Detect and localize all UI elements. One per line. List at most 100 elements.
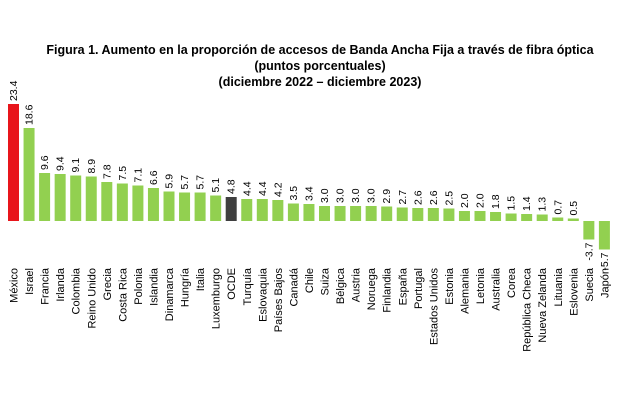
bar-israel bbox=[23, 128, 35, 221]
value-label-alemania: 2.0 bbox=[459, 193, 471, 208]
value-label-japon: -5.7 bbox=[599, 252, 611, 270]
bar-suecia bbox=[583, 221, 595, 240]
category-label-polonia: Polonia bbox=[133, 267, 145, 305]
bar-letonia bbox=[474, 211, 486, 221]
value-label-republica-checa: 1.4 bbox=[521, 196, 533, 211]
value-label-dinamarca: 5.9 bbox=[164, 174, 176, 189]
bar-noruega bbox=[365, 206, 377, 221]
value-label-noruega: 3.0 bbox=[366, 188, 378, 203]
value-label-nueva-zelanda: 1.3 bbox=[537, 197, 549, 212]
category-label-eslovenia: Eslovenia bbox=[568, 267, 580, 316]
chart-title: Figura 1. Aumento en la proporción de ac… bbox=[46, 43, 594, 57]
chart-subtitle-units: (puntos porcentuales) bbox=[254, 59, 386, 73]
value-label-belgica: 3.0 bbox=[335, 188, 347, 203]
category-label-islandia: Islandia bbox=[148, 267, 160, 306]
category-label-austria: Austria bbox=[351, 267, 363, 302]
category-label-espana: España bbox=[397, 267, 409, 305]
bar-ocde bbox=[225, 197, 237, 221]
value-label-portugal: 2.6 bbox=[412, 190, 424, 205]
category-label-portugal: Portugal bbox=[413, 268, 425, 309]
bar-finlandia bbox=[381, 206, 393, 221]
category-label-dinamarca: Dinamarca bbox=[164, 267, 176, 321]
bar-corea bbox=[505, 213, 517, 221]
value-label-chile: 3.4 bbox=[303, 186, 315, 201]
value-label-italia: 5.7 bbox=[195, 175, 207, 190]
value-label-luxemburgo: 5.1 bbox=[210, 178, 222, 193]
bar-costa-rica bbox=[116, 183, 128, 221]
bar-estonia bbox=[443, 208, 455, 221]
bar-australia bbox=[490, 212, 502, 221]
bar-turquia bbox=[241, 199, 253, 221]
category-label-canada: Canadá bbox=[288, 267, 300, 306]
value-labels-group: 23.418.69.6 9.4 9.1 8.9 7.8 7.5 7.1 6.6 5.9 5.7 5.… bbox=[8, 80, 611, 270]
bar-grecia bbox=[101, 182, 113, 221]
value-label-estados-unidos: 2.6 bbox=[428, 190, 440, 205]
category-label-belgica: Bélgica bbox=[335, 267, 347, 304]
bar-islandia bbox=[147, 188, 159, 221]
category-label-suecia: Suecia bbox=[584, 267, 596, 302]
bar-suiza bbox=[319, 206, 330, 221]
value-label-irlanda: 9.4 bbox=[55, 156, 67, 171]
bar-hungria bbox=[179, 192, 191, 221]
value-label-hungria: 5.7 bbox=[179, 175, 191, 190]
category-label-noruega: Noruega bbox=[366, 267, 378, 310]
value-label-francia: 9.6 bbox=[39, 155, 51, 170]
bar-mexico bbox=[8, 104, 19, 221]
category-label-estonia: Estonia bbox=[444, 267, 456, 305]
value-label-mexico: 23.4 bbox=[8, 80, 20, 101]
category-label-finlandia: Finlandia bbox=[382, 267, 394, 313]
category-label-italia: Italia bbox=[195, 267, 207, 291]
value-label-turquia: 4.4 bbox=[241, 181, 253, 196]
value-label-polonia: 7.1 bbox=[132, 168, 144, 183]
category-label-israel: Israel bbox=[24, 268, 36, 295]
bar-francia bbox=[39, 173, 51, 221]
category-label-costa-rica: Costa Rica bbox=[117, 267, 129, 322]
bar-paises-bajos bbox=[272, 200, 284, 221]
value-label-estonia: 2.5 bbox=[443, 191, 455, 206]
category-label-eslovaquia: Eslovaquia bbox=[257, 267, 269, 322]
value-label-israel: 18.6 bbox=[24, 104, 36, 125]
category-label-japon: Japón bbox=[599, 268, 611, 298]
bar-eslovaquia bbox=[256, 199, 268, 221]
category-label-alemania: Alemania bbox=[459, 267, 471, 314]
category-label-luxemburgo: Luxemburgo bbox=[211, 268, 223, 329]
bar-reino-unido bbox=[85, 176, 97, 221]
chart-subtitle-period: (diciembre 2022 – diciembre 2023) bbox=[218, 75, 422, 89]
category-label-reino-unido: Reino Unido bbox=[86, 268, 98, 329]
bar-dinamarca bbox=[163, 191, 175, 221]
bar-chile bbox=[303, 204, 315, 221]
bar-espana bbox=[396, 207, 408, 221]
category-label-turquia: Turquía bbox=[242, 267, 254, 305]
bar-italia bbox=[194, 192, 206, 221]
category-label-hungria: Hungría bbox=[180, 267, 192, 307]
value-label-canada: 3.5 bbox=[288, 186, 300, 201]
value-label-suiza: 3.0 bbox=[319, 188, 331, 203]
bar-colombia bbox=[70, 175, 82, 221]
bar-japon bbox=[598, 221, 610, 250]
category-label-suiza: Suiza bbox=[320, 267, 332, 295]
category-label-estados-unidos: Estados Unidos bbox=[428, 268, 440, 346]
category-label-australia: Australia bbox=[491, 267, 503, 311]
category-label-paises-bajos: Países Bajos bbox=[273, 268, 285, 333]
bar-austria bbox=[350, 206, 362, 221]
category-label-nueva-zelanda: Nueva Zelanda bbox=[537, 267, 549, 342]
category-labels-group: México Israel Francia Irlanda Colombia Reino … bbox=[9, 267, 612, 352]
value-label-letonia: 2.0 bbox=[475, 193, 487, 208]
category-label-mexico: México bbox=[9, 268, 21, 303]
bar-portugal bbox=[412, 208, 424, 221]
category-label-letonia: Letonia bbox=[475, 267, 487, 304]
bar-alemania bbox=[458, 211, 470, 221]
value-label-costa-rica: 7.5 bbox=[117, 166, 129, 181]
bar-eslovenia bbox=[567, 218, 579, 221]
bar-republica-checa bbox=[521, 214, 533, 221]
bar-luxemburgo bbox=[210, 195, 222, 221]
bar-polonia bbox=[132, 185, 144, 221]
value-label-eslovenia: 0.5 bbox=[568, 201, 580, 216]
bars-group bbox=[8, 104, 610, 250]
value-label-islandia: 6.6 bbox=[148, 170, 160, 185]
value-label-austria: 3.0 bbox=[350, 188, 362, 203]
category-label-colombia: Colombia bbox=[71, 267, 83, 314]
value-label-ocde: 4.8 bbox=[226, 179, 238, 194]
category-label-republica-checa: República Checa bbox=[522, 267, 534, 352]
